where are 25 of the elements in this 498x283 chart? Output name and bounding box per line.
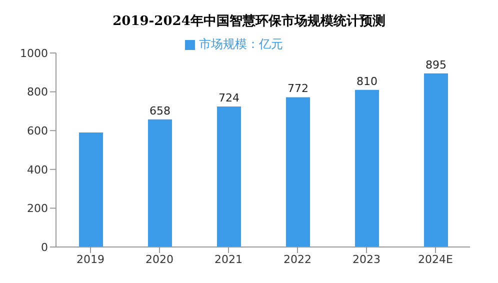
y-tick-label: 0 <box>41 240 48 254</box>
data-label: 895 <box>426 58 446 72</box>
x-tick-label: 2019 <box>76 252 104 266</box>
data-label: 658 <box>150 104 170 118</box>
y-tick-label: 400 <box>27 163 48 176</box>
bar <box>217 106 241 247</box>
y-tick-label: 1000 <box>20 46 48 60</box>
data-label: 724 <box>218 92 240 105</box>
bar <box>424 73 448 247</box>
x-tick-label: 2024E <box>418 252 454 266</box>
data-label: 772 <box>288 82 308 96</box>
chart-title: 2019-2024年中国智慧环保市场规模统计预测 <box>112 12 386 31</box>
x-tick-label: 2020 <box>146 252 174 266</box>
bar <box>286 97 310 247</box>
x-tick-label: 2021 <box>214 252 242 266</box>
bar <box>148 119 172 247</box>
legend-label: 市场规模：亿元 <box>199 37 283 51</box>
x-tick-label: 2022 <box>284 252 312 266</box>
bar <box>355 90 379 247</box>
data-label: 810 <box>356 74 378 88</box>
y-tick-label: 800 <box>27 86 48 99</box>
bar <box>79 132 103 247</box>
y-tick-label: 200 <box>27 202 48 216</box>
y-tick-label: 600 <box>27 124 48 138</box>
x-tick-label: 2023 <box>352 252 380 266</box>
